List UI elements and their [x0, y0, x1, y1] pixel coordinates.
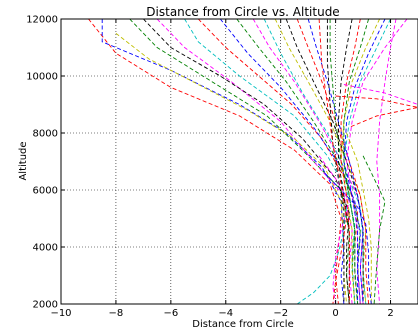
x-tick-label: 0 [332, 308, 338, 319]
series-line [156, 19, 353, 304]
series-line [362, 155, 386, 304]
series-line [318, 19, 348, 304]
series-line [296, 19, 370, 304]
x-tick-label: 2 [387, 308, 393, 319]
series-line [324, 172, 372, 304]
y-tick-label: 4000 [33, 243, 58, 254]
series-line [101, 19, 345, 304]
series-lines [88, 19, 418, 304]
series-line [263, 19, 367, 304]
series-line [219, 19, 361, 304]
series-line [335, 95, 418, 128]
series-line [346, 132, 372, 304]
axis-ticks: −10 −8 −6 −4 −2 0 2 2000 4000 6000 8000 10000 12000 [26, 15, 418, 319]
x-tick-label: −10 [50, 308, 71, 319]
x-tick-label: −8 [109, 308, 124, 319]
x-axis-title: Distance from Circle [192, 319, 293, 330]
x-tick-label: −4 [218, 308, 233, 319]
y-tick-label: 10000 [26, 72, 58, 83]
series-line [129, 19, 350, 304]
y-tick-label: 8000 [33, 129, 58, 140]
series-line [143, 19, 350, 304]
series-line [197, 19, 359, 304]
series-line [307, 19, 364, 304]
series-line [346, 19, 408, 304]
x-tick-label: −6 [163, 308, 178, 319]
series-line [236, 19, 361, 304]
y-axis-title: Altitude [18, 141, 29, 180]
y-tick-label: 2000 [33, 300, 58, 311]
y-tick-label: 6000 [33, 186, 58, 197]
series-line [337, 19, 353, 304]
plot-frame [60, 18, 418, 305]
series-line [252, 19, 364, 304]
series-line [296, 207, 348, 304]
series-line [343, 84, 418, 105]
series-line [326, 19, 345, 304]
chart-title: Distance from Circle vs. Altitude [146, 5, 339, 19]
x-tick-label: −2 [273, 308, 288, 319]
series-line [340, 19, 361, 304]
series-line [343, 19, 370, 304]
series-line [318, 155, 350, 304]
series-line [376, 19, 397, 304]
y-tick-label: 12000 [26, 15, 58, 26]
series-line [115, 32, 348, 304]
